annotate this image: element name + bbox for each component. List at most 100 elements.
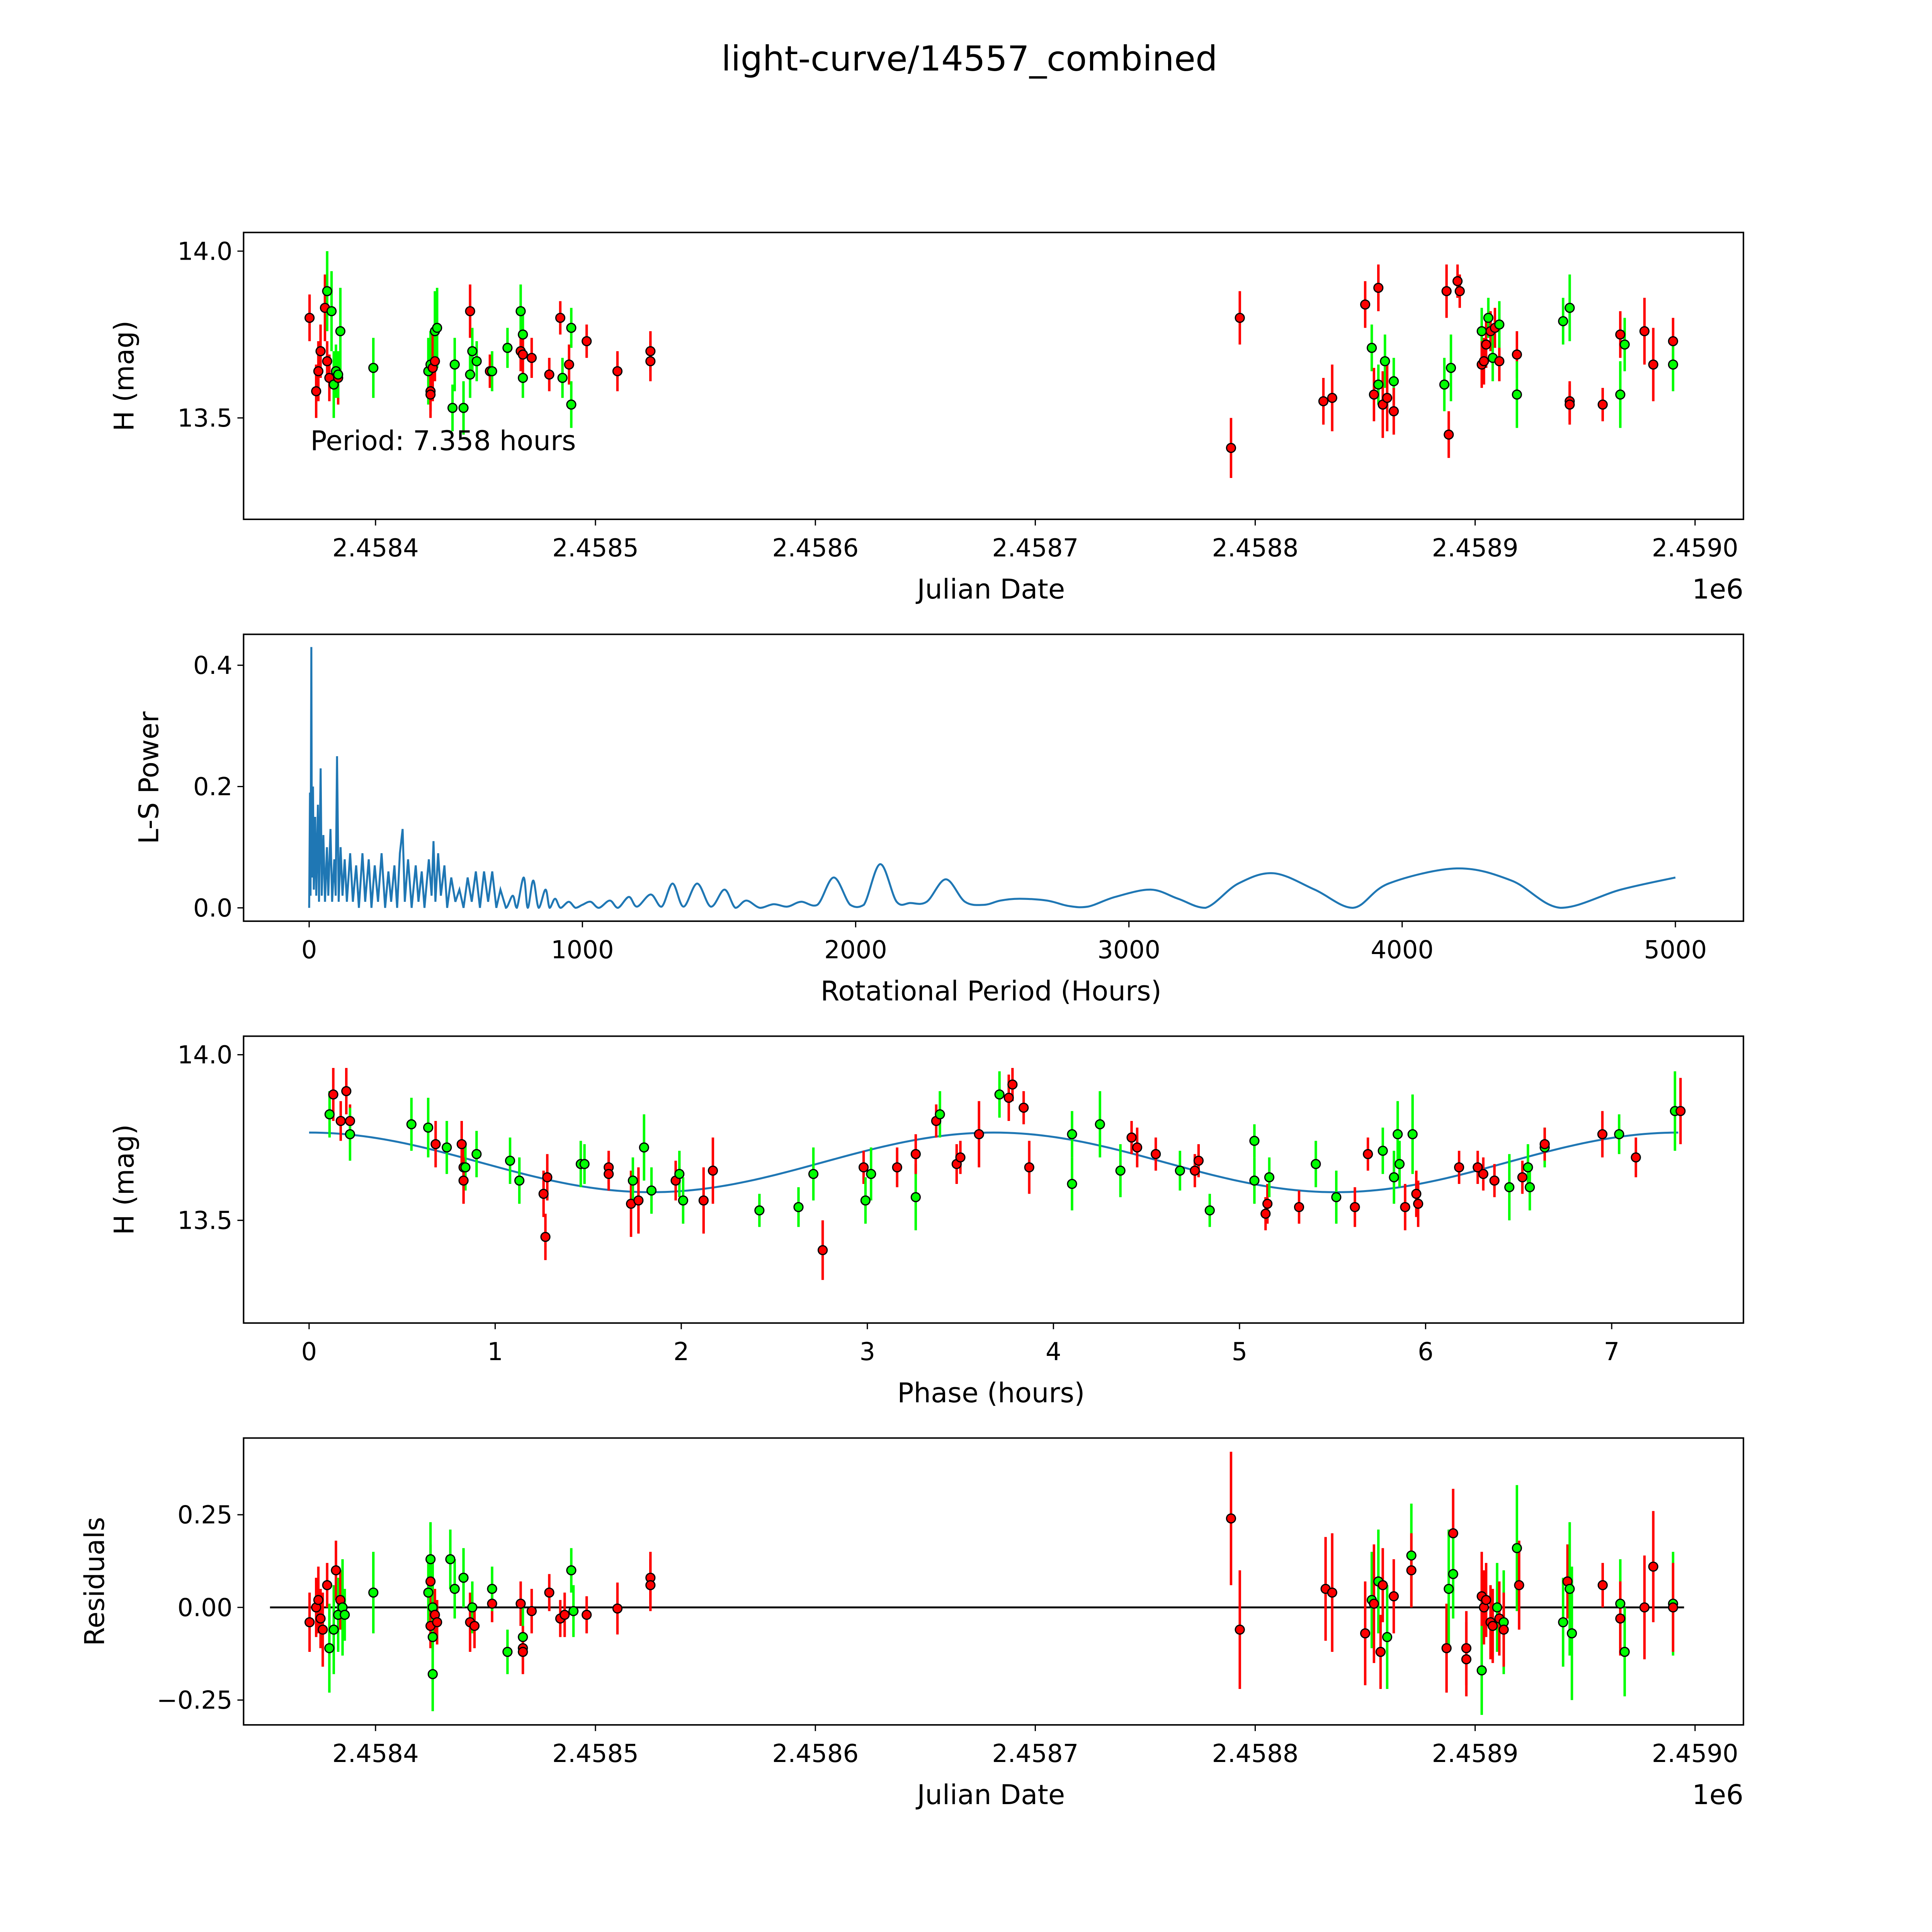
data-point <box>866 1169 876 1179</box>
data-point <box>1488 1621 1498 1631</box>
data-point <box>1024 1162 1034 1173</box>
data-point <box>341 1086 352 1097</box>
data-point <box>1639 326 1650 337</box>
data-point <box>335 326 345 337</box>
data-point <box>423 1587 434 1598</box>
data-point <box>1615 1613 1626 1624</box>
axes-frame <box>243 1437 1744 1726</box>
data-point <box>518 1646 528 1657</box>
x-tick-label: 2.4586 <box>772 534 859 563</box>
data-point <box>678 1195 689 1206</box>
x-tick-label: 2.4584 <box>332 534 419 563</box>
data-point <box>442 1142 452 1153</box>
y-tick-label: 13.5 <box>177 1207 233 1235</box>
data-point <box>1360 1628 1371 1639</box>
data-point <box>910 1192 921 1202</box>
x-tick-label: 1000 <box>551 936 614 964</box>
data-point <box>1597 399 1608 410</box>
data-point <box>315 1613 326 1624</box>
data-point <box>427 1632 438 1642</box>
data-point <box>1373 379 1384 390</box>
data-point <box>467 346 478 357</box>
data-point <box>1294 1202 1304 1213</box>
data-point <box>526 353 537 363</box>
data-point <box>526 1606 537 1616</box>
data-point <box>1407 1129 1418 1139</box>
x-tick-label: 6 <box>1418 1338 1434 1366</box>
data-point <box>322 356 332 366</box>
x-tick-label: 5 <box>1232 1338 1248 1366</box>
data-point <box>1461 1643 1471 1653</box>
data-point <box>326 306 337 316</box>
data-point <box>1483 313 1493 323</box>
data-point <box>698 1195 709 1206</box>
data-point <box>1558 1617 1568 1628</box>
data-point <box>1494 356 1505 366</box>
data-point <box>458 1573 469 1583</box>
y-tick-label: 0.00 <box>177 1594 233 1622</box>
data-point <box>1126 1132 1137 1143</box>
data-point <box>304 313 315 323</box>
data-point <box>1512 349 1522 360</box>
data-point <box>1565 399 1575 410</box>
data-point <box>487 366 497 376</box>
data-point <box>406 1119 417 1129</box>
data-point <box>1226 443 1236 453</box>
data-point <box>1367 343 1377 353</box>
model-curve <box>309 1131 1679 1193</box>
data-point <box>456 1139 467 1150</box>
data-point <box>544 1587 554 1598</box>
data-point <box>1249 1175 1260 1186</box>
data-point <box>935 1109 945 1120</box>
data-point <box>1512 389 1522 400</box>
data-point <box>487 1583 497 1594</box>
y-axis-label: H (mag) <box>109 320 140 431</box>
data-point <box>1369 389 1379 400</box>
data-point <box>313 366 324 376</box>
data-point <box>1095 1119 1105 1129</box>
data-point <box>639 1142 649 1153</box>
x-axis-label: Julian Date <box>915 1779 1065 1811</box>
data-point <box>1067 1179 1077 1189</box>
data-point <box>1444 1583 1454 1594</box>
x-tick-label: 2.4587 <box>992 1740 1078 1768</box>
data-point <box>1619 1646 1630 1657</box>
data-point <box>324 1643 335 1653</box>
data-point <box>465 306 475 316</box>
data-point <box>1514 1580 1524 1590</box>
axes-frame <box>243 231 1744 520</box>
data-point <box>333 369 344 380</box>
data-point <box>1492 1602 1502 1613</box>
period-annotation: Period: 7.358 hours <box>310 425 576 457</box>
data-point <box>1262 1199 1273 1209</box>
x-tick-label: 4000 <box>1371 936 1434 964</box>
y-tick-label: 0.2 <box>193 773 233 801</box>
data-point <box>1473 1162 1483 1173</box>
data-point <box>502 1646 513 1657</box>
data-point <box>423 1122 434 1133</box>
x-tick-label: 2.4586 <box>772 1740 859 1768</box>
data-point <box>1067 1129 1077 1139</box>
x-tick-label: 4 <box>1046 1338 1061 1366</box>
data-point <box>1614 1129 1624 1139</box>
data-point <box>1373 282 1384 293</box>
data-point <box>1003 1092 1014 1103</box>
x-tick-label: 1 <box>487 1338 503 1366</box>
data-point <box>1476 326 1487 337</box>
data-point <box>1413 1199 1423 1209</box>
data-point <box>1668 1602 1678 1613</box>
data-point <box>1494 319 1505 330</box>
data-point <box>1007 1079 1018 1090</box>
data-point <box>1382 393 1393 403</box>
x-tick-label: 2.4584 <box>332 1740 419 1768</box>
light-curve-panel: 2.4584 2.4585 2.4586 2.4587 2.4588 2.4589 2.45… <box>109 231 1744 605</box>
x-tick-label: 2.4590 <box>1652 534 1738 563</box>
data-point <box>1260 1208 1271 1219</box>
data-point <box>1331 1192 1342 1202</box>
axes-frame <box>243 633 1744 922</box>
data-point <box>858 1162 869 1173</box>
data-point <box>645 346 656 357</box>
data-point <box>540 1231 551 1242</box>
data-point <box>1615 389 1626 400</box>
